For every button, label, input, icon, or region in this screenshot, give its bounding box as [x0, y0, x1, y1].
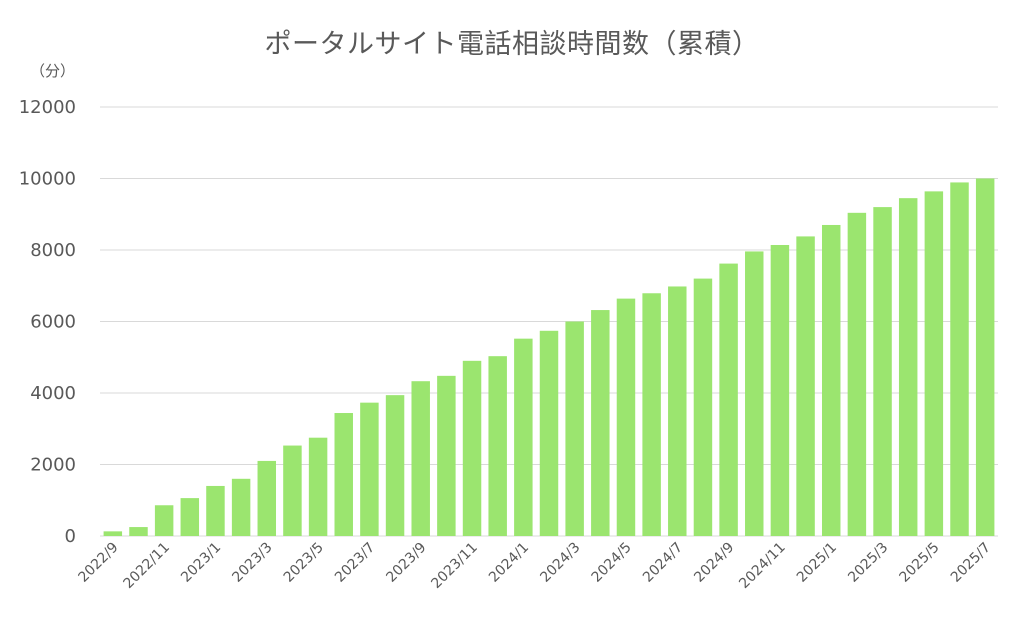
x-tick-label: 2024/11: [736, 540, 788, 592]
x-tick-label: 2024/3: [537, 540, 583, 586]
bar: [411, 381, 430, 536]
bar: [308, 437, 328, 536]
x-tick-label: 2024/7: [640, 540, 686, 586]
bar: [642, 293, 661, 536]
bar: [591, 310, 610, 536]
bar: [719, 263, 738, 536]
bar: [154, 505, 174, 536]
bar: [206, 485, 225, 536]
bar: [385, 395, 405, 536]
y-tick-label: 0: [65, 526, 76, 547]
bar: [668, 286, 687, 536]
bar: [103, 531, 123, 536]
bar: [257, 460, 277, 536]
bar: [129, 527, 148, 536]
y-tick-label: 10000: [19, 169, 76, 190]
bar: [616, 298, 636, 536]
x-tick-label: 2025/7: [948, 540, 994, 586]
y-tick-label: 12000: [19, 97, 76, 118]
x-tick-label: 2023/1: [178, 540, 224, 586]
x-tick-label: 2025/1: [794, 540, 840, 586]
bar: [180, 498, 200, 536]
x-tick-label: 2024/5: [589, 540, 635, 586]
x-tick-label: 2023/5: [281, 540, 327, 586]
bar: [821, 224, 841, 536]
x-tick-label: 2025/5: [897, 540, 943, 586]
bar: [334, 413, 353, 536]
x-tick-label: 2023/9: [383, 540, 429, 586]
bar: [437, 375, 456, 536]
x-tick-label: 2022/11: [121, 540, 173, 592]
bar: [565, 321, 584, 536]
x-tick-label: 2024/9: [691, 540, 737, 586]
bar: [950, 182, 969, 536]
bar: [283, 445, 302, 536]
bar: [693, 278, 713, 536]
bar: [847, 212, 867, 536]
y-tick-label: 6000: [30, 312, 76, 333]
bar: [745, 251, 764, 536]
x-tick-label: 2024/1: [486, 540, 532, 586]
bar: [231, 478, 251, 536]
bar: [360, 402, 379, 536]
bar: [462, 360, 482, 536]
x-tick-label: 2023/3: [229, 540, 275, 586]
y-unit-label: （分）: [30, 62, 76, 80]
bar: [796, 236, 815, 537]
bar: [488, 356, 507, 536]
x-tick-label: 2022/9: [76, 540, 122, 586]
x-tick-label: 2025/3: [845, 540, 891, 586]
x-tick-label: 2023/11: [428, 540, 480, 592]
bar: [924, 191, 944, 536]
bar: [975, 178, 995, 536]
bar: [770, 244, 790, 536]
bar: [539, 330, 559, 536]
y-tick-label: 2000: [30, 455, 76, 476]
chart-title: ポータルサイト電話相談時間数（累積）: [264, 29, 760, 60]
bar: [873, 207, 892, 536]
bar: [514, 338, 533, 536]
x-tick-label: 2023/7: [332, 540, 378, 586]
y-tick-label: 8000: [30, 240, 76, 261]
bar: [898, 198, 918, 536]
y-tick-label: 4000: [30, 383, 76, 404]
